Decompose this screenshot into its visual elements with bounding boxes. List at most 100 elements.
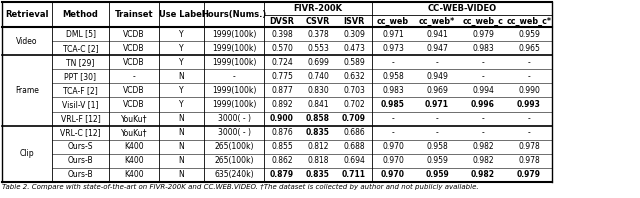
- Text: K400: K400: [124, 142, 144, 151]
- Text: 1999(100k): 1999(100k): [212, 30, 256, 39]
- Text: N: N: [179, 142, 184, 151]
- Text: Frame: Frame: [15, 86, 39, 95]
- Text: 0.983: 0.983: [382, 86, 404, 95]
- Text: 0.993: 0.993: [517, 100, 541, 109]
- Text: DML [5]: DML [5]: [65, 30, 95, 39]
- Text: Use Label: Use Label: [159, 10, 204, 19]
- Text: K400: K400: [124, 156, 144, 165]
- Text: 0.702: 0.702: [343, 100, 365, 109]
- Text: 0.862: 0.862: [271, 156, 293, 165]
- Text: 1999(100k): 1999(100k): [212, 86, 256, 95]
- Text: 0.703: 0.703: [343, 86, 365, 95]
- Text: N: N: [179, 128, 184, 137]
- Text: 0.841: 0.841: [307, 100, 329, 109]
- Text: 0.983: 0.983: [472, 44, 494, 53]
- Text: Method: Method: [63, 10, 99, 19]
- Text: 635(240k): 635(240k): [214, 170, 254, 179]
- Text: 0.686: 0.686: [343, 128, 365, 137]
- Text: Table 2. Compare with state-of-the-art on FIVR-200K and CC.WEB.VIDEO. †The datas: Table 2. Compare with state-of-the-art o…: [2, 184, 479, 190]
- Text: 0.378: 0.378: [307, 30, 329, 39]
- Text: 0.979: 0.979: [472, 30, 494, 39]
- Text: 0.978: 0.978: [518, 156, 540, 165]
- Text: 0.570: 0.570: [271, 44, 293, 53]
- Text: CSVR: CSVR: [306, 16, 330, 26]
- Text: -: -: [482, 114, 484, 123]
- Text: Clip: Clip: [20, 149, 35, 158]
- Text: K400: K400: [124, 170, 144, 179]
- Text: -: -: [392, 58, 394, 67]
- Text: 0.985: 0.985: [381, 100, 405, 109]
- Text: 0.959: 0.959: [426, 156, 448, 165]
- Text: 0.994: 0.994: [472, 86, 494, 95]
- Text: 265(100k): 265(100k): [214, 156, 253, 165]
- Text: 0.965: 0.965: [518, 44, 540, 53]
- Text: YouKu†: YouKu†: [121, 114, 147, 123]
- Text: 0.970: 0.970: [382, 156, 404, 165]
- Text: PPT [30]: PPT [30]: [65, 72, 97, 81]
- Text: cc_web*: cc_web*: [419, 16, 455, 26]
- Text: 0.982: 0.982: [471, 170, 495, 179]
- Text: N: N: [179, 114, 184, 123]
- Text: 1999(100k): 1999(100k): [212, 44, 256, 53]
- Text: -: -: [527, 58, 531, 67]
- Text: VCDB: VCDB: [124, 86, 145, 95]
- Text: 0.978: 0.978: [518, 142, 540, 151]
- Text: Trainset: Trainset: [115, 10, 154, 19]
- Text: 0.835: 0.835: [306, 170, 330, 179]
- Text: 0.877: 0.877: [271, 86, 293, 95]
- Text: 0.996: 0.996: [471, 100, 495, 109]
- Text: 0.711: 0.711: [342, 170, 366, 179]
- Text: cc_web: cc_web: [377, 16, 409, 26]
- Text: N: N: [179, 156, 184, 165]
- Text: -: -: [392, 128, 394, 137]
- Text: 0.971: 0.971: [382, 30, 404, 39]
- Text: N: N: [179, 170, 184, 179]
- Text: 0.958: 0.958: [426, 142, 448, 151]
- Text: N: N: [179, 72, 184, 81]
- Text: DVSR: DVSR: [269, 16, 294, 26]
- Text: 0.947: 0.947: [426, 44, 448, 53]
- Text: cc_web_c*: cc_web_c*: [506, 16, 552, 26]
- Text: FIVR-200K: FIVR-200K: [294, 4, 342, 13]
- Text: Visil-V [1]: Visil-V [1]: [62, 100, 99, 109]
- Text: 0.830: 0.830: [307, 86, 329, 95]
- Text: 0.473: 0.473: [343, 44, 365, 53]
- Text: 0.900: 0.900: [270, 114, 294, 123]
- Text: -: -: [527, 114, 531, 123]
- Text: 0.589: 0.589: [343, 58, 365, 67]
- Text: TN [29]: TN [29]: [67, 58, 95, 67]
- Text: 0.892: 0.892: [271, 100, 293, 109]
- Text: 0.309: 0.309: [343, 30, 365, 39]
- Text: -: -: [436, 114, 438, 123]
- Text: cc_web_c: cc_web_c: [463, 16, 504, 26]
- Text: 0.973: 0.973: [382, 44, 404, 53]
- Text: -: -: [482, 128, 484, 137]
- Text: Hours(Nums.): Hours(Nums.): [202, 10, 267, 19]
- Text: 0.982: 0.982: [472, 156, 494, 165]
- Text: Ours-B: Ours-B: [68, 156, 93, 165]
- Text: Y: Y: [179, 58, 184, 67]
- Text: Y: Y: [179, 86, 184, 95]
- Text: 1999(100k): 1999(100k): [212, 100, 256, 109]
- Text: 0.632: 0.632: [343, 72, 365, 81]
- Text: Y: Y: [179, 30, 184, 39]
- Text: VCDB: VCDB: [124, 100, 145, 109]
- Text: -: -: [527, 128, 531, 137]
- Text: 0.709: 0.709: [342, 114, 366, 123]
- Text: -: -: [392, 114, 394, 123]
- Text: VCDB: VCDB: [124, 44, 145, 53]
- Text: Ours-S: Ours-S: [68, 142, 93, 151]
- Text: 0.775: 0.775: [271, 72, 293, 81]
- Text: ISVR: ISVR: [344, 16, 365, 26]
- Text: 0.398: 0.398: [271, 30, 293, 39]
- Text: -: -: [232, 72, 236, 81]
- Text: VRL-C [12]: VRL-C [12]: [60, 128, 101, 137]
- Text: 0.979: 0.979: [517, 170, 541, 179]
- Text: 0.958: 0.958: [382, 72, 404, 81]
- Text: 0.818: 0.818: [307, 156, 329, 165]
- Text: 0.855: 0.855: [271, 142, 293, 151]
- Text: 0.959: 0.959: [425, 170, 449, 179]
- Text: -: -: [527, 72, 531, 81]
- Text: 0.969: 0.969: [426, 86, 448, 95]
- Text: -: -: [482, 58, 484, 67]
